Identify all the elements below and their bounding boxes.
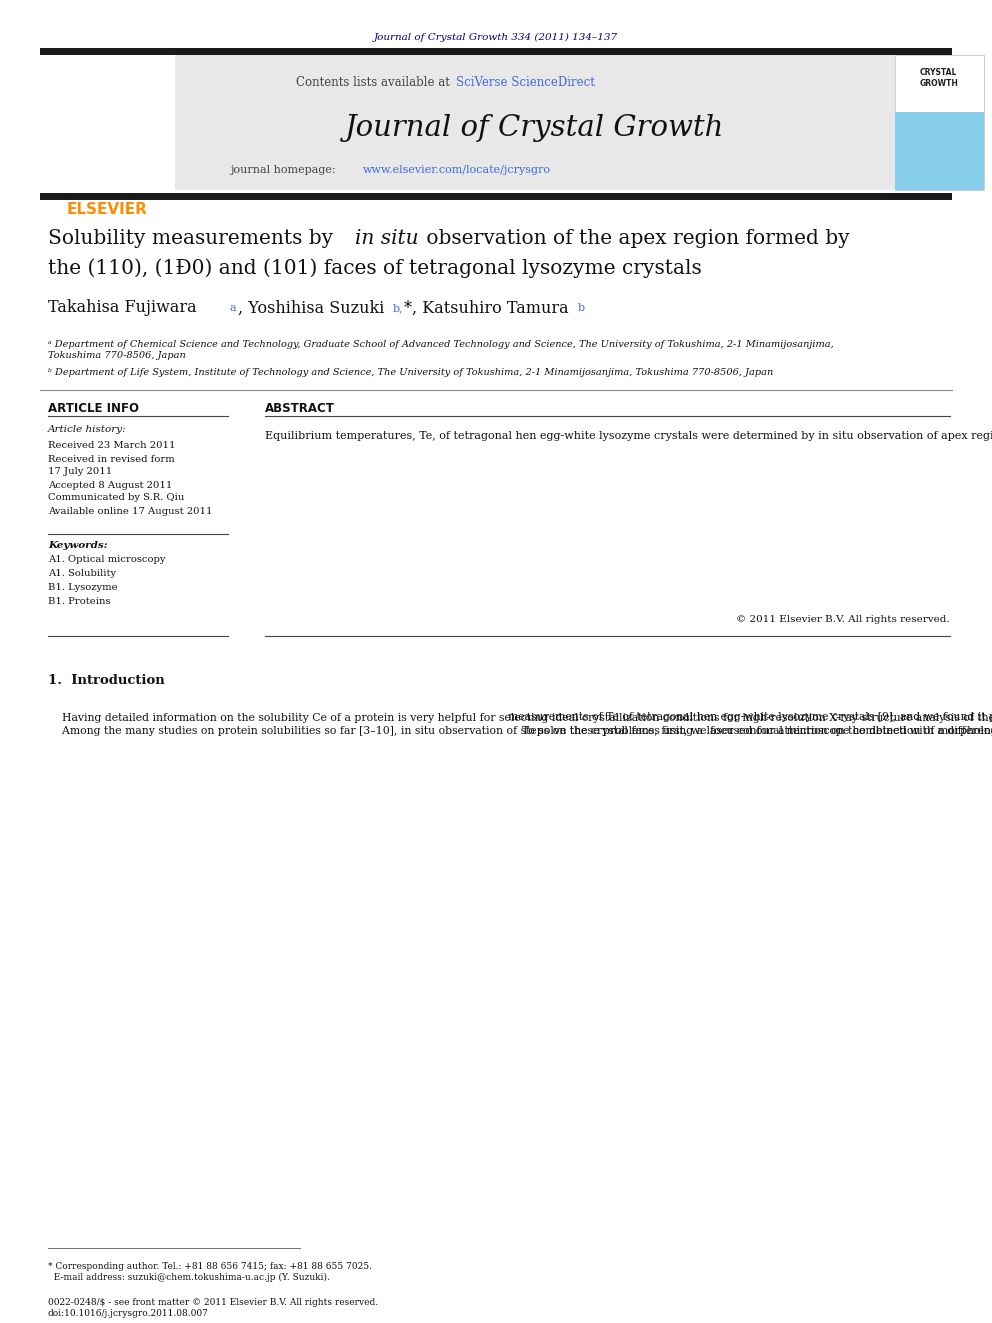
Text: the (110), (1Đ0) and (101) faces of tetragonal lysozyme crystals: the (110), (1Đ0) and (101) faces of tetr… [48,258,701,278]
Text: *, Katsuhiro Tamura: *, Katsuhiro Tamura [404,299,573,316]
Text: SciVerse ScienceDirect: SciVerse ScienceDirect [456,75,595,89]
Text: Equilibrium temperatures, Te, of tetragonal hen egg-white lysozyme crystals were: Equilibrium temperatures, Te, of tetrago… [265,430,992,441]
Text: Article history:: Article history: [48,426,127,434]
Text: journal homepage:: journal homepage: [230,165,339,175]
Text: b,: b, [393,303,404,314]
Bar [895,112,984,191]
Text: Available online 17 August 2011: Available online 17 August 2011 [48,507,212,516]
Text: observation of the apex region formed by: observation of the apex region formed by [420,229,849,247]
Text: in situ: in situ [355,229,419,247]
Bar [895,56,984,191]
Text: 17 July 2011: 17 July 2011 [48,467,112,476]
Text: Received in revised form: Received in revised form [48,455,175,463]
Text: Received 23 March 2011: Received 23 March 2011 [48,442,176,451]
Text: , Yoshihisa Suzuki: , Yoshihisa Suzuki [238,299,390,316]
Text: B1. Proteins: B1. Proteins [48,598,110,606]
Text: Solubility measurements by: Solubility measurements by [48,229,339,247]
Text: B1. Lysozyme: B1. Lysozyme [48,583,118,593]
Bar [40,48,952,56]
Text: Takahisa Fujiwara: Takahisa Fujiwara [48,299,201,316]
Text: www.elsevier.com/locate/jcrysgro: www.elsevier.com/locate/jcrysgro [363,165,551,175]
Bar [175,56,895,191]
Text: measurements of Te of tetragonal hen egg-white lysozyme crystals [9], and we fou: measurements of Te of tetragonal hen egg… [508,712,992,736]
Text: ABSTRACT: ABSTRACT [265,401,335,414]
Text: A1. Solubility: A1. Solubility [48,569,116,578]
Text: Keywords:: Keywords: [48,541,107,550]
Text: © 2011 Elsevier B.V. All rights reserved.: © 2011 Elsevier B.V. All rights reserved… [736,615,950,624]
Text: b: b [578,303,585,314]
Text: ELSEVIER: ELSEVIER [66,202,148,217]
Text: * Corresponding author. Tel.: +81 88 656 7415; fax: +81 88 655 7025.
  E-mail ad: * Corresponding author. Tel.: +81 88 656… [48,1262,372,1282]
Text: Journal of Crystal Growth: Journal of Crystal Growth [345,114,725,142]
Bar [40,56,175,191]
Text: 0022-0248/$ - see front matter © 2011 Elsevier B.V. All rights reserved.
doi:10.: 0022-0248/$ - see front matter © 2011 El… [48,1298,378,1318]
Text: Accepted 8 August 2011: Accepted 8 August 2011 [48,480,173,490]
Text: Journal of Crystal Growth 334 (2011) 134–137: Journal of Crystal Growth 334 (2011) 134… [374,33,618,41]
Text: A1. Optical microscopy: A1. Optical microscopy [48,556,166,565]
Text: Contents lists available at: Contents lists available at [297,75,454,89]
Text: Communicated by S.R. Qiu: Communicated by S.R. Qiu [48,493,185,503]
Text: a: a [230,303,237,314]
Text: ᵃ Department of Chemical Science and Technology, Graduate School of Advanced Tec: ᵃ Department of Chemical Science and Tec… [48,340,833,360]
Bar [40,193,952,200]
Text: 1.  Introduction: 1. Introduction [48,673,165,687]
Text: ᵇ Department of Life System, Institute of Technology and Science, The University: ᵇ Department of Life System, Institute o… [48,368,773,377]
Text: Having detailed information on the solubility Ce of a protein is very helpful fo: Having detailed information on the solub… [48,712,992,736]
Text: ARTICLE INFO: ARTICLE INFO [48,401,139,414]
Text: CRYSTAL
GROWTH: CRYSTAL GROWTH [920,69,958,87]
